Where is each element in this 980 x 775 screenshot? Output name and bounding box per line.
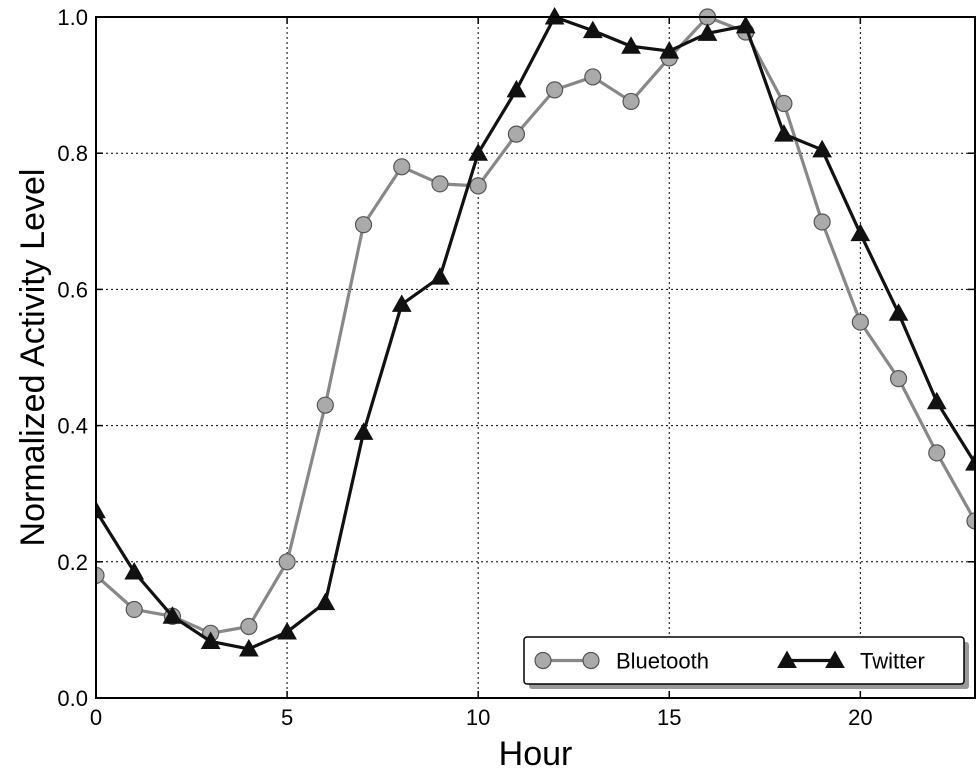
series-twitter (96, 6, 975, 657)
point-twitter (812, 139, 832, 158)
point-twitter (659, 41, 680, 59)
y-tick-label: 0.6 (57, 277, 88, 302)
axis-ticks: 0 5 10 15 20 0.0 0.2 0.4 0.6 0.8 1.0 (57, 5, 975, 730)
point-bluetooth (966, 512, 975, 530)
point-twitter (621, 36, 641, 54)
legend-marker-bluetooth (582, 651, 600, 670)
series-layer (96, 6, 975, 657)
x-tick-label: 20 (848, 705, 872, 730)
point-twitter (162, 606, 183, 624)
series-bluetooth (96, 8, 975, 642)
plot-frame (95, 16, 976, 699)
point-twitter (888, 303, 909, 321)
point-twitter (124, 561, 145, 580)
point-bluetooth (775, 94, 793, 113)
point-bluetooth (96, 566, 105, 585)
point-bluetooth (469, 177, 487, 195)
legend-marker-bluetooth (534, 651, 552, 670)
point-bluetooth (240, 617, 258, 636)
legend: Bluetooth Twitter (523, 636, 969, 689)
grid-lines (95, 16, 975, 699)
point-bluetooth (278, 553, 296, 571)
point-bluetooth (889, 370, 908, 388)
point-bluetooth (507, 125, 525, 143)
legend-entry-bluetooth: Bluetooth (534, 649, 709, 674)
point-twitter (391, 294, 412, 312)
point-twitter (697, 23, 718, 41)
point-bluetooth (431, 175, 449, 193)
y-tick-label: 0.4 (57, 414, 88, 439)
legend-label-twitter: Twitter (860, 649, 925, 674)
y-tick-label: 0.0 (57, 686, 88, 711)
y-tick-label: 0.8 (57, 141, 88, 166)
point-bluetooth (316, 396, 334, 414)
legend-label-bluetooth: Bluetooth (616, 649, 709, 674)
point-twitter (735, 15, 756, 34)
x-axis-label: Hour (499, 735, 573, 773)
x-tick-label: 5 (281, 705, 293, 730)
point-twitter (239, 638, 259, 657)
point-twitter (926, 391, 947, 410)
point-bluetooth (546, 81, 564, 99)
legend-marker-twitter (825, 650, 845, 669)
point-bluetooth (354, 216, 373, 234)
series-line-bluetooth (96, 15, 975, 635)
x-tick-label: 0 (90, 705, 102, 730)
y-tick-label: 1.0 (57, 5, 88, 30)
point-twitter (277, 621, 297, 640)
point-twitter (774, 124, 794, 142)
point-twitter (96, 500, 106, 519)
point-twitter (353, 422, 374, 440)
legend-marker-twitter (777, 650, 797, 669)
point-twitter (582, 20, 603, 39)
point-bluetooth (622, 92, 640, 111)
point-bluetooth (813, 213, 831, 231)
point-bluetooth (393, 158, 411, 176)
point-bluetooth (584, 68, 602, 86)
point-twitter (315, 592, 336, 611)
series-line-twitter (96, 15, 975, 651)
legend-entry-twitter: Twitter (777, 649, 925, 674)
point-bluetooth (851, 313, 869, 331)
point-twitter (506, 79, 527, 98)
point-twitter (430, 267, 450, 285)
x-tick-label: 15 (657, 705, 681, 730)
y-axis-label: Normalized Activity Level (14, 169, 52, 547)
point-twitter (468, 143, 489, 161)
point-twitter (965, 453, 975, 471)
point-bluetooth (928, 444, 946, 462)
legend-box (523, 636, 965, 685)
x-tick-label: 10 (466, 705, 490, 730)
point-twitter (850, 223, 871, 242)
y-tick-label: 0.2 (57, 550, 88, 575)
point-bluetooth (125, 600, 143, 619)
point-twitter (200, 631, 221, 649)
